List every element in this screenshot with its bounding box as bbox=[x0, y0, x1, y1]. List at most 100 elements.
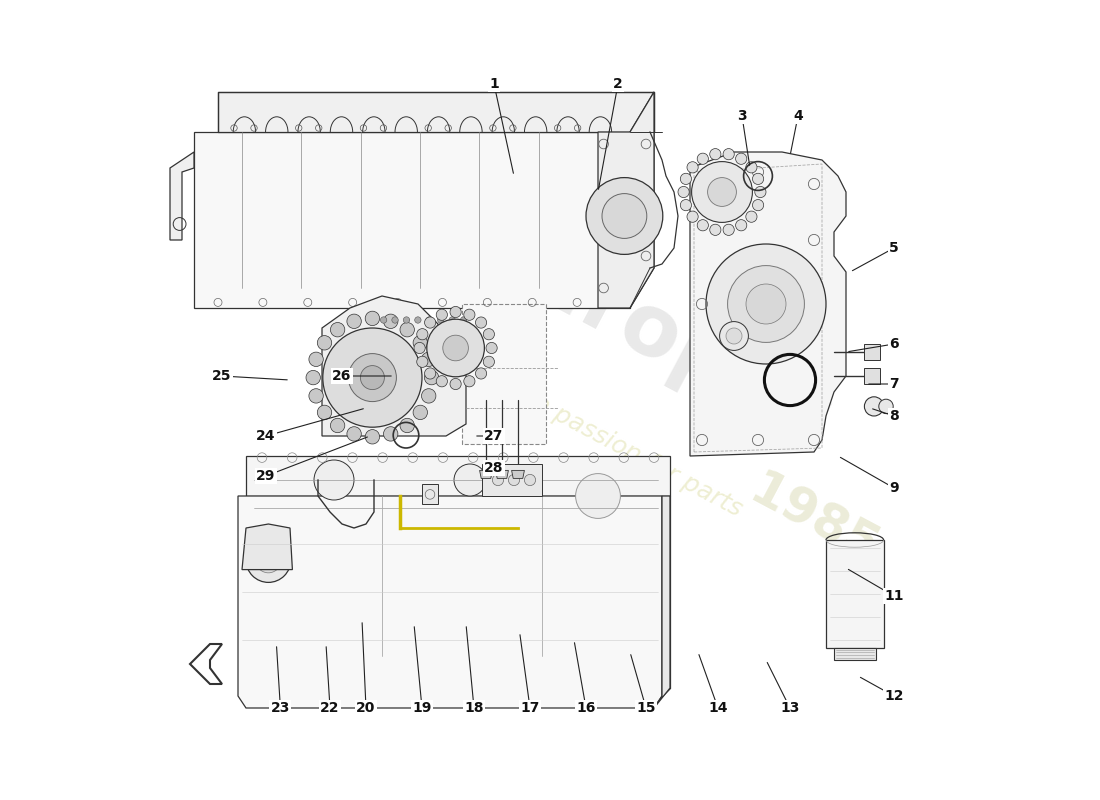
Text: 6: 6 bbox=[889, 337, 899, 351]
Polygon shape bbox=[194, 132, 630, 308]
Circle shape bbox=[415, 317, 421, 323]
Text: 18: 18 bbox=[464, 701, 484, 715]
Circle shape bbox=[680, 174, 692, 185]
Circle shape bbox=[414, 342, 426, 354]
Circle shape bbox=[461, 317, 466, 323]
Circle shape bbox=[508, 474, 519, 486]
Circle shape bbox=[361, 366, 384, 390]
Circle shape bbox=[486, 342, 497, 354]
Circle shape bbox=[317, 405, 332, 419]
Circle shape bbox=[314, 460, 354, 500]
Circle shape bbox=[746, 284, 786, 324]
Circle shape bbox=[346, 314, 361, 329]
Text: 26: 26 bbox=[332, 369, 352, 383]
Text: 9: 9 bbox=[889, 481, 899, 495]
Circle shape bbox=[692, 162, 752, 222]
Circle shape bbox=[746, 211, 757, 222]
Circle shape bbox=[309, 352, 323, 366]
Polygon shape bbox=[598, 92, 654, 308]
Circle shape bbox=[414, 405, 428, 419]
Circle shape bbox=[710, 149, 720, 160]
Text: 17: 17 bbox=[520, 701, 540, 715]
Circle shape bbox=[475, 317, 486, 328]
Circle shape bbox=[697, 220, 708, 231]
Circle shape bbox=[525, 474, 536, 486]
Text: 1: 1 bbox=[490, 77, 499, 91]
Text: 15: 15 bbox=[636, 701, 656, 715]
Circle shape bbox=[602, 194, 647, 238]
Circle shape bbox=[697, 153, 708, 164]
Circle shape bbox=[586, 178, 663, 254]
Text: 12: 12 bbox=[884, 689, 904, 703]
Polygon shape bbox=[496, 470, 508, 478]
Polygon shape bbox=[834, 648, 876, 660]
Text: 2: 2 bbox=[613, 77, 623, 91]
Polygon shape bbox=[238, 496, 662, 708]
Text: 7: 7 bbox=[889, 377, 899, 391]
Polygon shape bbox=[246, 456, 670, 496]
Polygon shape bbox=[170, 152, 194, 240]
Circle shape bbox=[400, 418, 415, 433]
Circle shape bbox=[688, 211, 698, 222]
Text: 29: 29 bbox=[256, 469, 276, 483]
Circle shape bbox=[404, 317, 409, 323]
Text: 23: 23 bbox=[271, 701, 290, 715]
Circle shape bbox=[330, 322, 344, 337]
Circle shape bbox=[437, 309, 448, 320]
Circle shape bbox=[317, 336, 332, 350]
Text: 22: 22 bbox=[320, 701, 340, 715]
Circle shape bbox=[752, 174, 763, 185]
Circle shape bbox=[309, 389, 323, 403]
Circle shape bbox=[255, 547, 282, 573]
Text: 20: 20 bbox=[356, 701, 376, 715]
Circle shape bbox=[736, 153, 747, 164]
Circle shape bbox=[464, 309, 475, 320]
Circle shape bbox=[726, 328, 742, 344]
Circle shape bbox=[414, 336, 428, 350]
Text: 5: 5 bbox=[889, 241, 899, 255]
Text: 14: 14 bbox=[708, 701, 728, 715]
Circle shape bbox=[443, 335, 469, 361]
Circle shape bbox=[755, 186, 766, 198]
Polygon shape bbox=[826, 540, 883, 648]
Text: 4: 4 bbox=[793, 109, 803, 123]
Circle shape bbox=[381, 317, 387, 323]
Circle shape bbox=[246, 538, 290, 582]
Circle shape bbox=[454, 464, 486, 496]
Polygon shape bbox=[482, 464, 542, 496]
Circle shape bbox=[365, 311, 380, 326]
Circle shape bbox=[879, 399, 893, 414]
Circle shape bbox=[306, 370, 320, 385]
Polygon shape bbox=[630, 92, 654, 308]
Polygon shape bbox=[462, 304, 546, 444]
Text: 28: 28 bbox=[484, 461, 504, 475]
Circle shape bbox=[425, 370, 439, 385]
Circle shape bbox=[426, 317, 432, 323]
Text: 25: 25 bbox=[212, 369, 232, 383]
Circle shape bbox=[421, 352, 436, 366]
Circle shape bbox=[417, 329, 428, 340]
Circle shape bbox=[688, 162, 698, 173]
Circle shape bbox=[746, 162, 757, 173]
Polygon shape bbox=[242, 524, 293, 570]
Circle shape bbox=[400, 322, 415, 337]
Circle shape bbox=[365, 430, 380, 444]
Circle shape bbox=[736, 220, 747, 231]
Text: 19: 19 bbox=[412, 701, 431, 715]
Polygon shape bbox=[662, 496, 670, 696]
Circle shape bbox=[349, 354, 396, 402]
Text: 24: 24 bbox=[256, 429, 276, 443]
Circle shape bbox=[710, 224, 720, 235]
Circle shape bbox=[450, 378, 461, 390]
Circle shape bbox=[421, 389, 436, 403]
Circle shape bbox=[865, 397, 883, 416]
Circle shape bbox=[425, 317, 436, 328]
Circle shape bbox=[752, 199, 763, 210]
Circle shape bbox=[678, 186, 690, 198]
Circle shape bbox=[449, 317, 455, 323]
Circle shape bbox=[322, 328, 422, 427]
Circle shape bbox=[427, 319, 484, 377]
Circle shape bbox=[475, 368, 486, 379]
Circle shape bbox=[464, 376, 475, 387]
Circle shape bbox=[483, 356, 495, 367]
